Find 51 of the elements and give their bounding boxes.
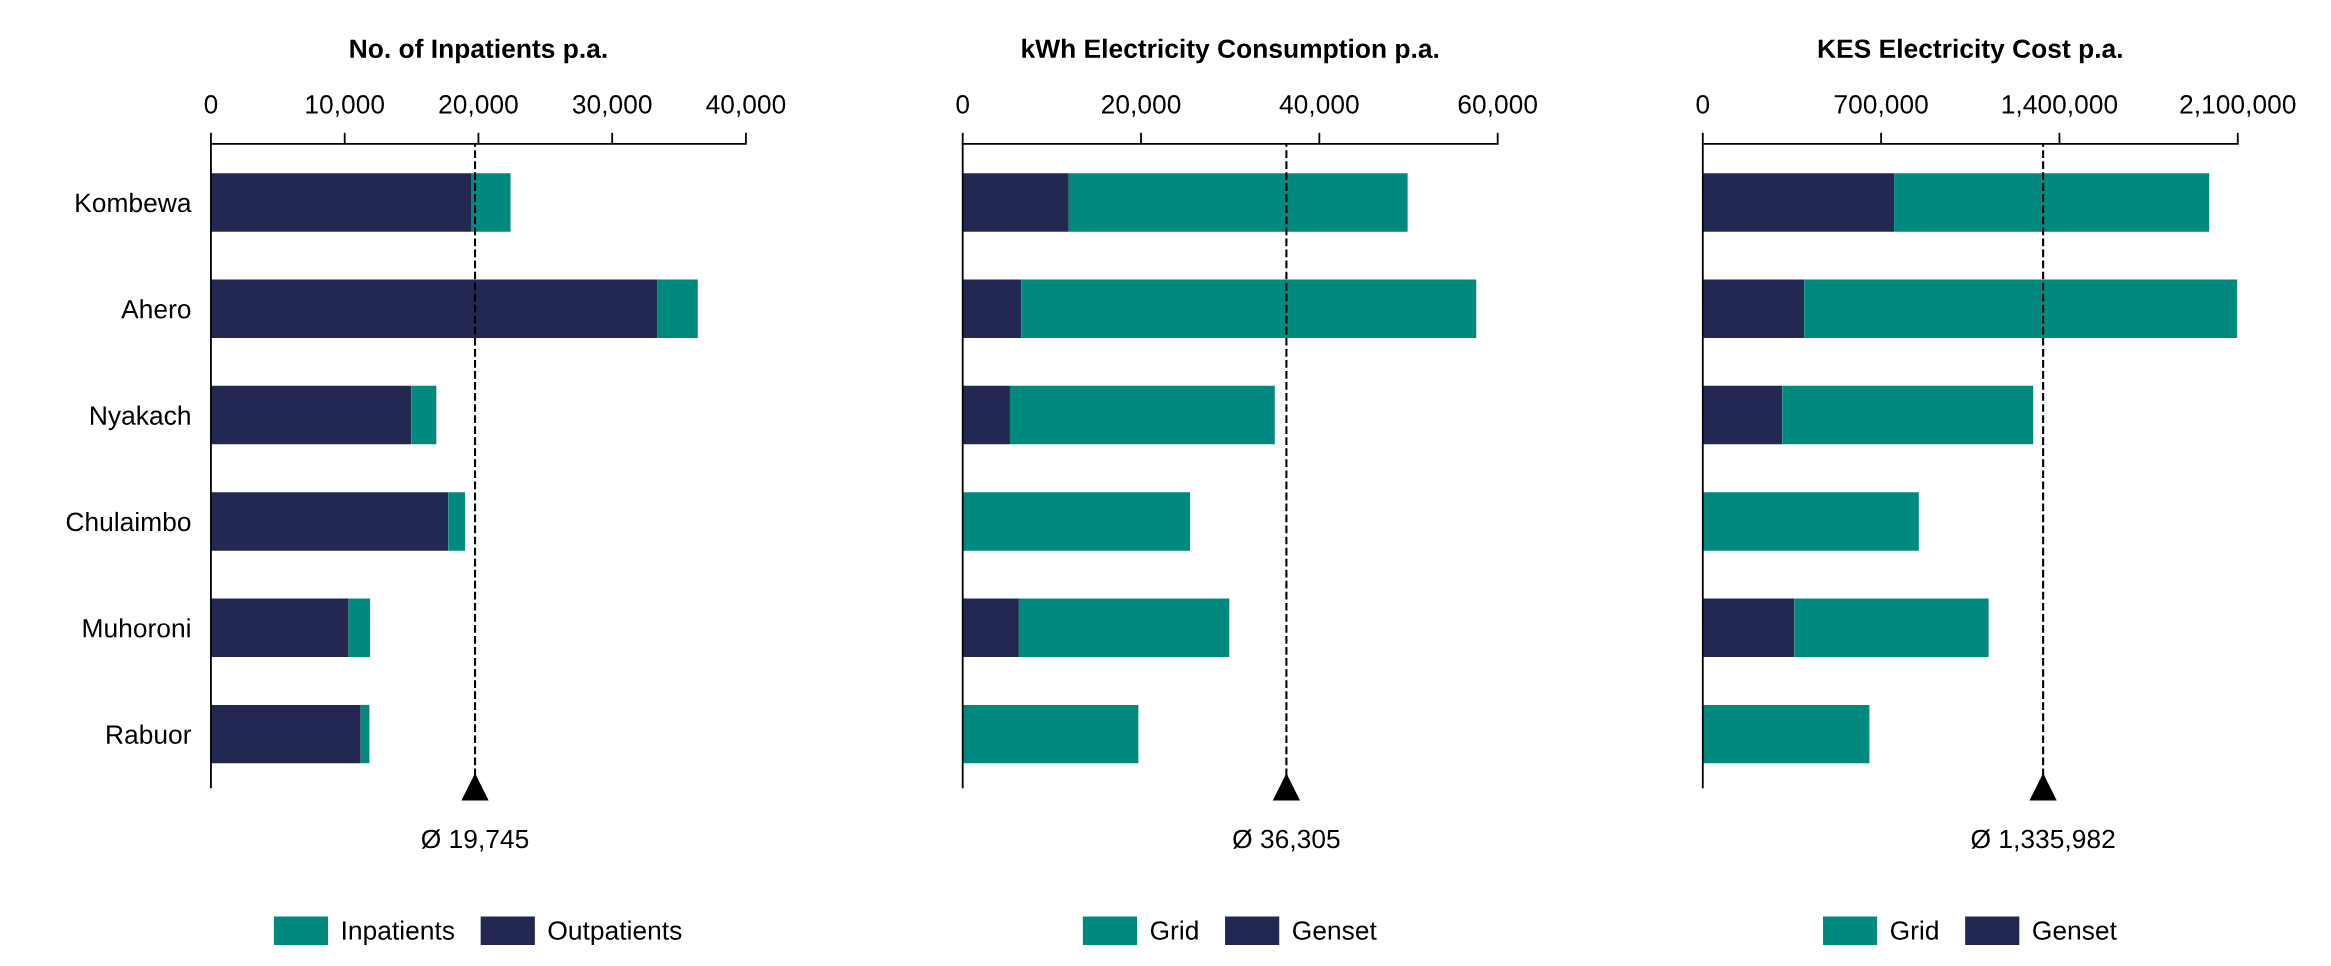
x-tick-label: 60,000 — [1458, 95, 1537, 117]
bar — [962, 173, 1069, 232]
bar — [1702, 173, 1895, 232]
y-tick-label: Kombewa — [76, 192, 192, 213]
bar — [210, 385, 412, 445]
bar — [962, 385, 1010, 445]
bar — [1702, 385, 1783, 445]
bar — [1702, 279, 1805, 338]
x-tick-label: 0 — [956, 95, 970, 114]
x-tick-label: 40,000 — [1279, 95, 1359, 117]
x-tick-label: 30,000 — [572, 95, 652, 117]
y-tick-label: Rabuor — [107, 724, 192, 744]
legend-label: Inpatients — [342, 920, 455, 946]
legend-label: Grid — [1150, 920, 1198, 940]
bar — [471, 173, 511, 232]
x-tick-label: 0 — [204, 95, 218, 114]
bar — [1702, 598, 1795, 658]
chart-title: KES Electricity Cost p.a. — [1818, 38, 2122, 64]
bar — [657, 279, 698, 338]
y-tick-label: Nyakach — [91, 405, 190, 431]
legend-label: Grid — [1890, 920, 1938, 940]
chart-title: No. of Inpatients p.a. — [350, 38, 607, 64]
legend-label: Genset — [2033, 921, 2117, 940]
bar — [962, 279, 1022, 338]
bar — [411, 385, 437, 445]
ref-line-label: Ø 19,745 — [421, 829, 529, 852]
y-tick-label: Ahero — [121, 299, 191, 319]
bar — [210, 704, 361, 764]
x-tick-label: 40,000 — [706, 95, 786, 117]
bar — [448, 492, 466, 551]
x-tick-label: 2,100,000 — [2180, 95, 2296, 117]
chart-title: kWh Electricity Consumption p.a. — [1022, 38, 1439, 64]
ref-line-label: Ø 1,335,982 — [1971, 829, 2115, 852]
bar — [210, 173, 472, 232]
bar — [962, 598, 1019, 658]
bar — [210, 279, 658, 338]
x-tick-label: 20,000 — [1102, 95, 1181, 117]
x-tick-label: 1,400,000 — [2002, 95, 2118, 117]
y-tick-label: Muhoroni — [83, 618, 190, 638]
x-tick-label: 10,000 — [306, 95, 385, 117]
bar — [210, 598, 349, 658]
bar — [360, 704, 370, 764]
x-tick-label: 20,000 — [439, 95, 518, 117]
bar — [348, 598, 371, 658]
bar — [210, 492, 449, 551]
ref-line-label: Ø 36,305 — [1233, 829, 1340, 852]
legend-label: Outpatients — [548, 920, 682, 946]
legend-label: Genset — [1293, 921, 1377, 940]
y-tick-label: Chulaimbo — [66, 511, 191, 532]
x-tick-label: 0 — [1696, 95, 1710, 114]
x-tick-label: 700,000 — [1834, 95, 1928, 117]
